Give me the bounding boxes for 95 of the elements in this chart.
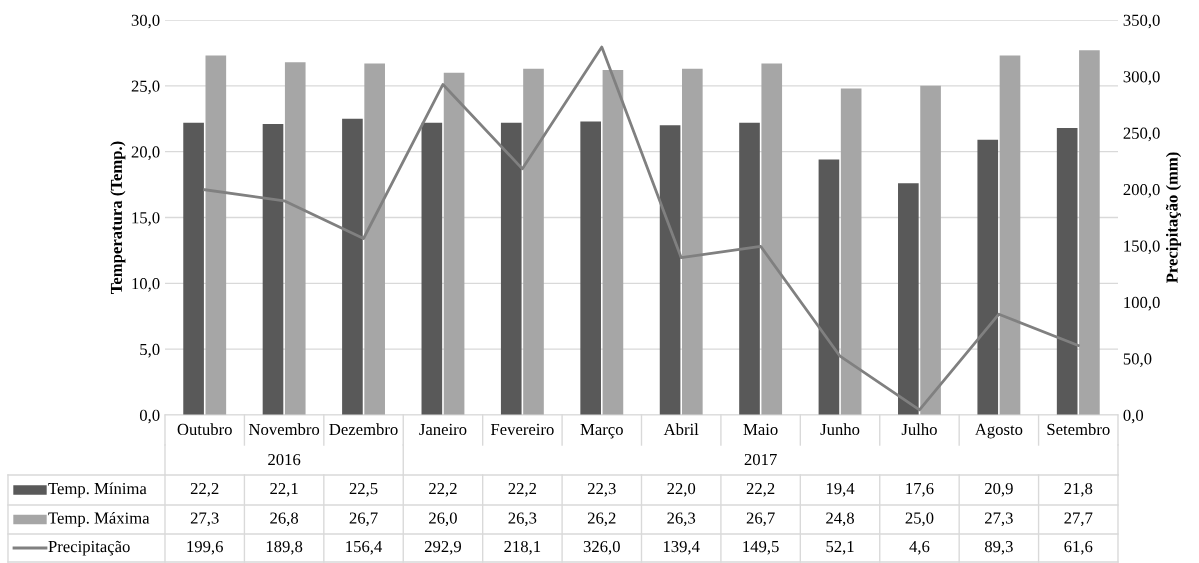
- data-label: 26,3: [667, 512, 696, 527]
- data-label: 292,9: [424, 540, 462, 555]
- data-label: 22,2: [190, 482, 219, 497]
- y-tick-label: 25,0: [131, 80, 160, 95]
- data-label: 22,3: [587, 482, 616, 497]
- data-label: 21,8: [1064, 482, 1093, 497]
- y-tick-label: 5,0: [140, 343, 160, 358]
- bar: [183, 122, 204, 415]
- bar: [840, 88, 862, 415]
- data-label: 25,0: [905, 512, 934, 527]
- y-tick-label: 15,0: [132, 212, 160, 226]
- data-label: 22,2: [429, 482, 457, 497]
- bar: [284, 62, 306, 415]
- bar: [602, 70, 624, 415]
- x-tick-label: Junho: [820, 423, 860, 436]
- y-tick-label: 0,0: [139, 409, 160, 424]
- x-tick-label: Setembro: [1047, 423, 1110, 436]
- bar: [580, 121, 601, 415]
- data-label: 19,4: [826, 482, 855, 497]
- y2-axis-title: Precipitação (mm): [1165, 152, 1182, 284]
- x-tick-label: Maio: [743, 423, 778, 436]
- legend-label: Precipitação: [48, 540, 130, 556]
- data-label: 27,3: [190, 512, 219, 527]
- text: 2017: [744, 453, 777, 466]
- bar: [500, 122, 522, 415]
- bar: [818, 159, 840, 415]
- data-label: 22,1: [270, 482, 298, 497]
- data-label: 139,4: [663, 540, 700, 555]
- bar: [1056, 127, 1078, 415]
- x-tick-label: Janeiro: [419, 423, 467, 436]
- legend-label: Temp. Máxima: [48, 511, 150, 528]
- x-tick-label: Julho: [901, 423, 937, 436]
- y2-tick-label: 100,0: [1124, 296, 1160, 311]
- y2-tick-label: 200,0: [1123, 183, 1160, 198]
- y2-tick-label: 0,0: [1123, 409, 1144, 424]
- x-tick-label: Fevereiro: [490, 423, 554, 436]
- bar: [977, 139, 999, 415]
- bar: [523, 68, 544, 415]
- data-label: 218,1: [504, 540, 541, 555]
- legend-label: Temp. Mínima: [48, 482, 147, 498]
- data-label: 22,0: [667, 482, 696, 497]
- bar: [659, 125, 681, 415]
- data-label: 27,7: [1064, 512, 1093, 527]
- data-label: 26,7: [349, 512, 378, 527]
- data-label: 26,2: [587, 512, 616, 527]
- y2-tick-label: 350,0: [1123, 14, 1160, 29]
- data-label: 149,5: [743, 540, 779, 555]
- bar: [739, 122, 760, 415]
- data-label: 189,8: [266, 540, 303, 555]
- data-label: 52,1: [826, 540, 854, 555]
- data-label: 24,8: [826, 512, 854, 527]
- x-tick-label: Outubro: [177, 423, 232, 436]
- data-label: 22,5: [349, 482, 378, 497]
- data-label: 26,0: [429, 512, 457, 527]
- bar: [1079, 50, 1100, 415]
- data-label: 27,3: [985, 512, 1013, 527]
- data-label: 17,6: [906, 482, 934, 497]
- y2-tick-label: 300,0: [1123, 71, 1160, 85]
- x-tick-label: Novembro: [248, 423, 320, 436]
- bar: [682, 68, 703, 415]
- bar: [262, 124, 284, 415]
- bar: [364, 63, 385, 415]
- bar: [443, 72, 465, 415]
- data-label: 26,8: [270, 512, 299, 527]
- y-tick-label: 10,0: [132, 278, 160, 292]
- data-label: 156,4: [346, 540, 383, 555]
- y2-tick-label: 50,0: [1123, 353, 1152, 367]
- data-label: 22,2: [508, 482, 537, 497]
- y-axis-title: Temperatura (Temp.): [110, 141, 126, 294]
- x-tick-label: Agosto: [974, 423, 1023, 439]
- data-label: 4,6: [909, 540, 930, 555]
- bar: [898, 183, 919, 415]
- line-series: [203, 45, 1080, 412]
- text: 2016: [268, 453, 301, 466]
- data-label: 199,6: [187, 540, 223, 555]
- data-label: 26,3: [508, 512, 537, 527]
- bar: [920, 85, 941, 415]
- data-label: 89,3: [984, 540, 1013, 555]
- bar: [342, 118, 363, 415]
- y2-tick-label: 250,0: [1123, 127, 1160, 142]
- data-label: 326,0: [583, 540, 620, 555]
- data-label: 20,9: [985, 482, 1013, 497]
- bar: [421, 122, 443, 415]
- data-label: 26,7: [746, 512, 775, 527]
- y-tick-label: 20,0: [131, 146, 160, 161]
- x-tick-label: Abril: [663, 423, 699, 436]
- data-label: 22,2: [746, 482, 775, 497]
- y-tick-label: 30,0: [131, 14, 160, 29]
- bar: [205, 55, 227, 415]
- bar: [999, 55, 1021, 415]
- data-label: 61,6: [1064, 540, 1093, 555]
- x-tick-label: Dezembro: [329, 423, 398, 436]
- bar: [761, 63, 783, 415]
- x-tick-label: Março: [580, 423, 623, 439]
- y2-tick-label: 150,0: [1124, 240, 1160, 255]
